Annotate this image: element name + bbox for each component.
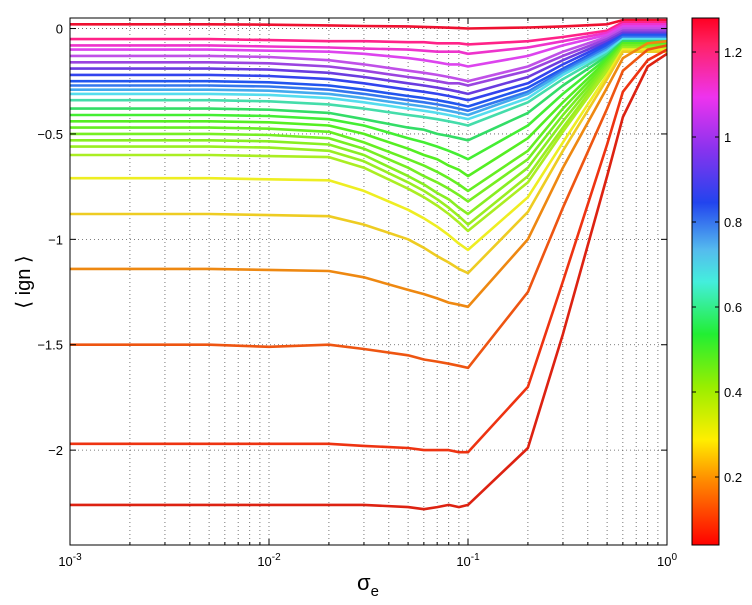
x-axis-label-subscript: e [371, 583, 379, 600]
series-line-15 [70, 41, 667, 161]
series-lines [70, 18, 668, 511]
series-line-24 [70, 39, 668, 309]
colorbar-tick-label: 0.8 [724, 215, 742, 230]
colorbar-tick-label: 0.2 [724, 470, 742, 485]
x-tick-label: 10-2 [257, 552, 281, 569]
series-line-5 [70, 27, 667, 83]
y-tick-label: −0.5 [37, 127, 63, 142]
colorbar-ticks: 0.2 0.4 0.6 0.8 1 1.2 [692, 45, 742, 485]
plot-area-frame [69, 17, 668, 546]
series-line-11 [70, 37, 667, 117]
series-line-26 [70, 48, 668, 454]
x-tick-label: 100 [657, 552, 677, 569]
series-line-16 [70, 41, 667, 178]
series-line-1 [70, 18, 667, 30]
x-tick-label: 10-1 [456, 552, 480, 569]
y-axis: 0 −0.5 −1 −1.5 −2 [37, 22, 667, 458]
y-tick-label: −1.5 [37, 338, 63, 353]
x-axis-label: σe [357, 570, 379, 600]
series-line-9 [70, 33, 667, 108]
series-line-12 [70, 37, 667, 121]
series-line-10 [70, 35, 667, 113]
series-line-13 [70, 39, 667, 127]
series-line-21 [70, 48, 667, 233]
series-line-8 [70, 33, 667, 102]
series-line-14 [70, 39, 667, 142]
series-line-18 [70, 44, 667, 203]
series-line-2 [70, 20, 667, 46]
series-line-27 [70, 52, 668, 511]
series-line-25 [70, 44, 668, 370]
y-axis-label: ⟨ ign ⟩ [13, 255, 35, 308]
x-axis: 10-3 10-2 10-1 100 [58, 18, 677, 569]
y-tick-label: −1 [48, 232, 63, 247]
series-line-22 [70, 48, 667, 252]
colorbar-tick-label: 1.2 [724, 45, 742, 60]
colorbar-tick-label: 1 [724, 130, 731, 145]
y-tick-label: −2 [48, 443, 63, 458]
series-line-23 [70, 50, 667, 275]
colorbar-tick-label: 0.6 [724, 300, 742, 315]
series-line-17 [70, 44, 667, 193]
series-line-4 [70, 25, 667, 68]
series-line-6 [70, 29, 667, 87]
series-line-3 [70, 22, 667, 56]
colorbar-tick-label: 0.4 [724, 385, 742, 400]
x-axis-label-main: σ [357, 570, 371, 595]
series-line-7 [70, 31, 667, 96]
y-tick-label: 0 [56, 22, 63, 37]
x-tick-label: 10-3 [58, 552, 82, 569]
colorbar [691, 17, 720, 546]
